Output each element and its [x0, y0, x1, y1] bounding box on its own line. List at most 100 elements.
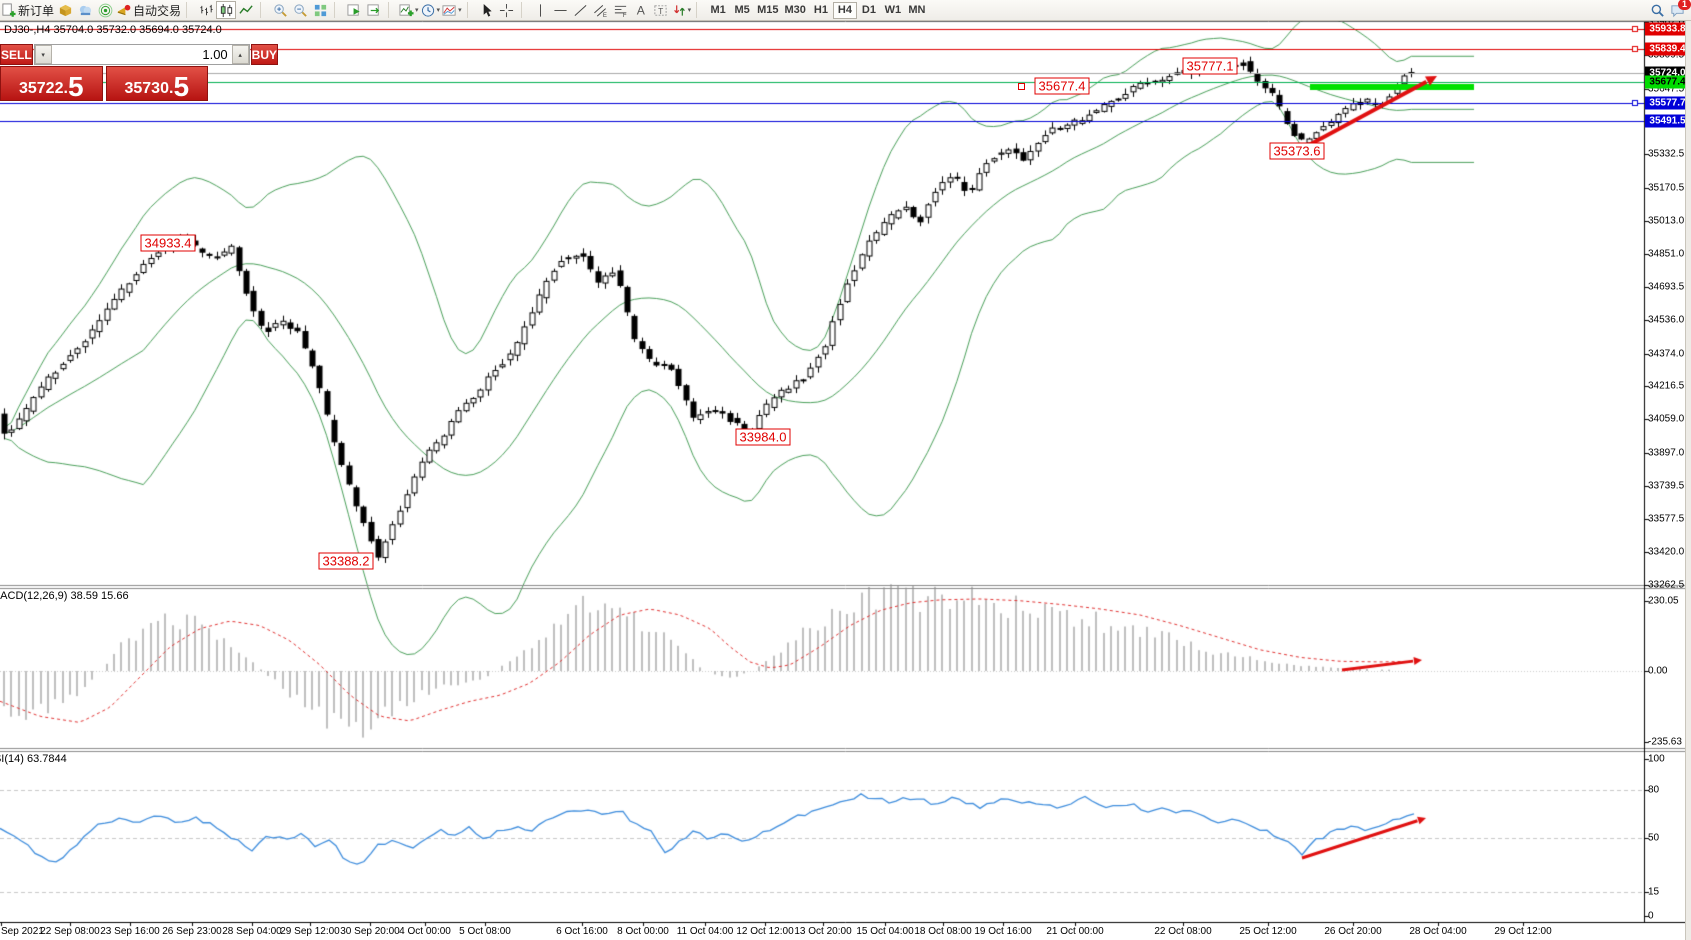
- candlestick-chart-icon[interactable]: [216, 1, 237, 19]
- price-axis-tick: 35332.5: [1648, 148, 1685, 160]
- chevron-down-icon: ▾: [415, 7, 419, 14]
- buy-price[interactable]: 35730. 5: [105, 66, 208, 101]
- time-axis-label: 28 Oct 04:00: [1409, 926, 1467, 937]
- chevron-down-icon: ▾: [687, 7, 692, 14]
- one-click-trade-panel: SELL ▾ ▴ BUY 35722.5 35730.5: [0, 44, 279, 101]
- cursor-icon[interactable]: [477, 1, 497, 19]
- toolbar-separator: [334, 2, 342, 18]
- time-axis-label: 4 Oct 00:00: [399, 926, 451, 937]
- toolbar-separator: [466, 2, 475, 18]
- price-line-label: 35677.4: [1645, 75, 1690, 89]
- time-axis-label: 5 Oct 08:00: [459, 926, 511, 937]
- price-axis-tick: 34374.0: [1648, 348, 1685, 360]
- time-axis-label: 15 Oct 04:00: [856, 926, 914, 937]
- timeframe-m1-button[interactable]: M1: [706, 2, 730, 19]
- signals-icon[interactable]: [95, 1, 115, 19]
- chart-annotation: 35777.1: [1182, 57, 1238, 75]
- zoom-out-icon[interactable]: [290, 1, 310, 19]
- text-label-icon[interactable]: T: [651, 1, 671, 19]
- crosshair-icon[interactable]: [497, 1, 517, 19]
- tile-windows-icon[interactable]: [310, 1, 330, 19]
- price-axis-tick: 33420.0: [1648, 546, 1685, 558]
- auto-trading-icon[interactable]: 自动交易: [115, 1, 182, 19]
- vertical-line-icon[interactable]: [531, 1, 551, 19]
- time-axis-label: 28 Sep 04:00: [222, 926, 282, 937]
- price-line-label: 35839.4: [1645, 42, 1690, 56]
- timeframe-h4-button[interactable]: H4: [832, 1, 857, 19]
- buy-button[interactable]: BUY: [250, 44, 279, 65]
- chevron-down-icon: ▾: [436, 7, 441, 14]
- macd-axis-tick: -235.63: [1648, 736, 1682, 748]
- time-axis-label: 29 Sep 12:00: [280, 926, 340, 937]
- search-icon[interactable]: [1647, 1, 1667, 19]
- price-axis-tick: 35013.0: [1648, 215, 1685, 227]
- svg-text:T: T: [658, 5, 663, 15]
- text-icon[interactable]: A: [631, 1, 651, 19]
- chart-shift-icon[interactable]: [364, 1, 384, 19]
- macd-axis-tick: 230.05: [1648, 595, 1679, 607]
- notifications-icon[interactable]: 1: [1667, 0, 1691, 19]
- chart-annotation: 33388.2: [318, 552, 374, 570]
- indicators-icon[interactable]: ▾: [398, 1, 420, 19]
- new-order-label: 新订单: [18, 3, 55, 18]
- equidistant-channel-icon[interactable]: E: [591, 1, 611, 19]
- timeframe-w1-button[interactable]: W1: [881, 2, 905, 19]
- zoom-in-icon[interactable]: [270, 1, 290, 19]
- time-axis-label: 29 Oct 12:00: [1494, 926, 1552, 937]
- annotation-handle[interactable]: [1018, 83, 1025, 90]
- time-axis-label: 22 Sep 08:00: [40, 926, 100, 937]
- time-axis-label: 21 Oct 00:00: [1046, 926, 1104, 937]
- price-line-label: 35577.7: [1645, 96, 1690, 110]
- chevron-down-icon: ▾: [458, 7, 462, 14]
- time-axis-label: 26 Sep 23:00: [162, 926, 222, 937]
- timeframe-mn-button[interactable]: MN: [905, 2, 929, 19]
- rsi-axis-tick: 80: [1648, 784, 1660, 796]
- sell-price-dot: .: [63, 80, 68, 97]
- price-line-label: 35491.5: [1645, 114, 1690, 128]
- line-chart-icon[interactable]: [236, 1, 256, 19]
- price-axis-tick: 33262.5: [1648, 579, 1685, 591]
- chart-annotation: 33984.0: [735, 428, 791, 446]
- price-axis-tick: 34059.0: [1648, 413, 1685, 425]
- timeframe-d1-button[interactable]: D1: [857, 2, 881, 19]
- fibonacci-icon[interactable]: F: [611, 1, 631, 19]
- volume-input[interactable]: [51, 45, 232, 64]
- toolbar-right: 1: [1647, 0, 1691, 19]
- time-axis-label: 30 Sep 20:00: [340, 926, 400, 937]
- chart-annotation: 35677.4: [1034, 77, 1090, 95]
- time-axis-label: 25 Oct 12:00: [1239, 926, 1297, 937]
- timeframe-h1-button[interactable]: H1: [809, 2, 833, 19]
- auto-scroll-icon[interactable]: [344, 1, 364, 19]
- volume-stepper: ▾ ▴: [33, 44, 250, 65]
- volume-decrease-button[interactable]: ▾: [34, 45, 52, 64]
- price-axis-tick: 35967.0: [1648, 17, 1684, 28]
- rsi-axis-tick: 100: [1648, 753, 1665, 765]
- rsi-axis-tick: 15: [1648, 886, 1660, 898]
- templates-icon[interactable]: ▾: [441, 1, 463, 19]
- timeframe-m5-button[interactable]: M5: [730, 2, 754, 19]
- macd-axis-tick: 0.00: [1648, 665, 1668, 677]
- svg-text:E: E: [603, 12, 607, 18]
- bar-chart-icon[interactable]: [196, 1, 216, 19]
- price-axis-tick: 33739.5: [1648, 480, 1685, 492]
- timeframe-m30-button[interactable]: M30: [782, 2, 809, 19]
- market-depth-icon[interactable]: [75, 1, 95, 19]
- timeframe-m15-button[interactable]: M15: [754, 2, 781, 19]
- time-axis-label: 6 Oct 16:00: [556, 926, 608, 937]
- time-axis-label: 18 Oct 08:00: [914, 926, 972, 937]
- history-book-icon[interactable]: [55, 1, 75, 19]
- toolbar-separator: [388, 2, 396, 18]
- time-axis-label: 19 Oct 16:00: [974, 926, 1032, 937]
- svg-text:F: F: [623, 12, 627, 18]
- trendline-icon[interactable]: [571, 1, 591, 19]
- rsi-axis-tick: 50: [1648, 832, 1660, 843]
- sell-button[interactable]: SELL: [0, 44, 33, 65]
- arrow-objects-icon[interactable]: ▾: [671, 1, 693, 19]
- sell-price[interactable]: 35722. 5: [0, 66, 103, 101]
- new-order-icon[interactable]: 新订单: [0, 1, 55, 19]
- periods-icon[interactable]: ▾: [420, 1, 442, 19]
- horizontal-line-icon[interactable]: [551, 1, 571, 19]
- volume-increase-button[interactable]: ▴: [231, 45, 249, 64]
